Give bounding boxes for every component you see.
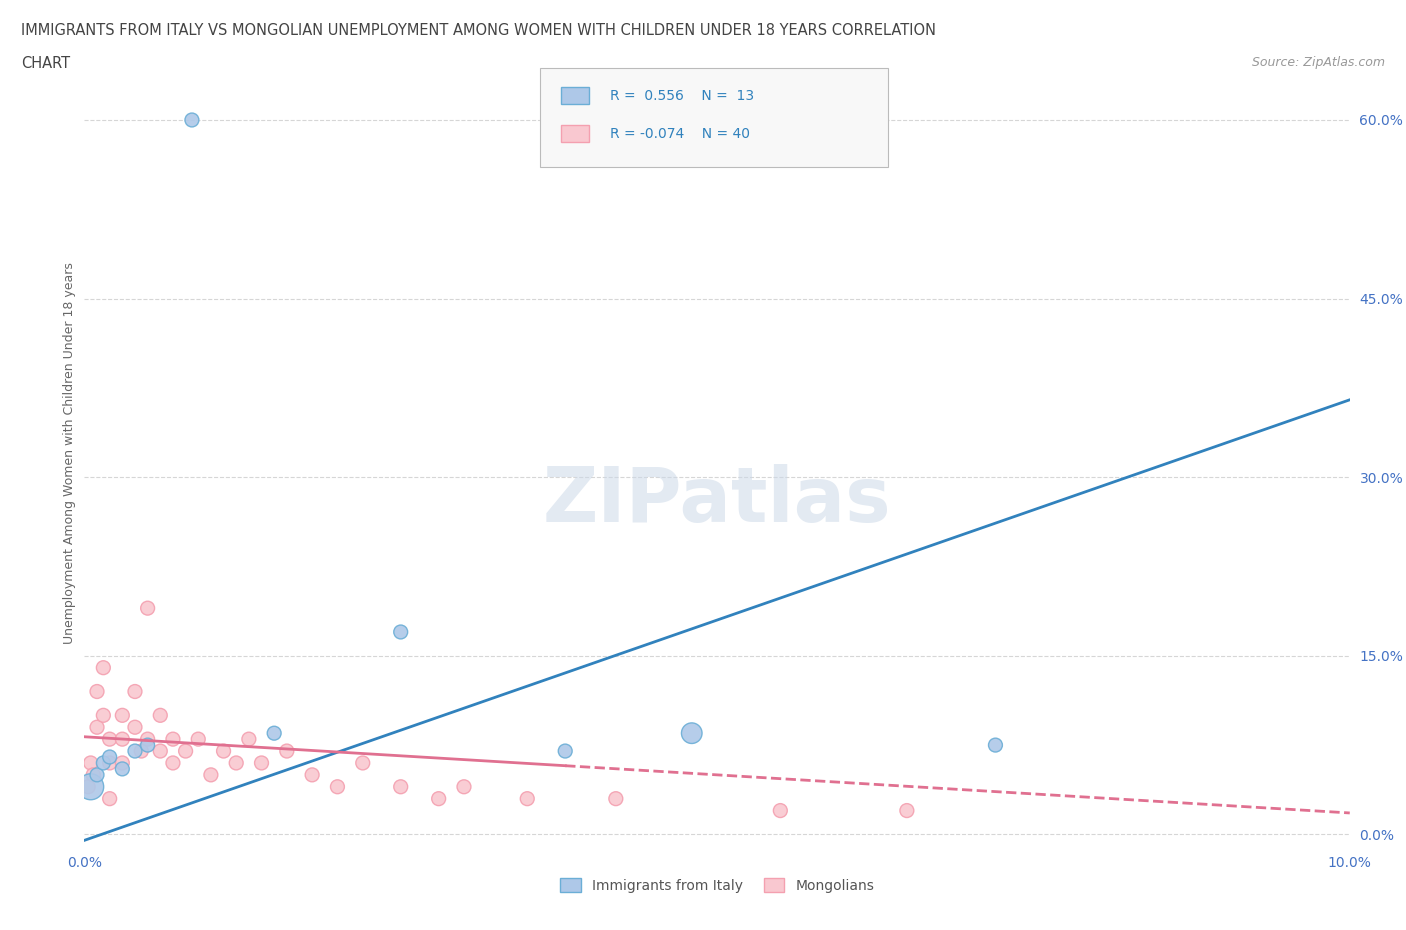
Point	[896, 804, 918, 818]
FancyBboxPatch shape	[540, 68, 889, 166]
Point	[187, 732, 209, 747]
Point	[453, 779, 475, 794]
Point	[212, 744, 235, 759]
Point	[180, 113, 204, 127]
Point	[111, 732, 134, 747]
Point	[86, 684, 108, 699]
Point	[111, 755, 134, 770]
FancyBboxPatch shape	[561, 87, 589, 104]
Point	[769, 804, 792, 818]
Point	[93, 708, 115, 723]
Point	[124, 720, 146, 735]
Point	[149, 708, 172, 723]
Point	[427, 791, 450, 806]
Point	[111, 762, 134, 777]
Point	[79, 779, 103, 794]
Point	[389, 779, 412, 794]
Point	[389, 625, 412, 640]
Point	[111, 708, 134, 723]
Point	[162, 755, 184, 770]
Point	[124, 684, 146, 699]
Y-axis label: Unemployment Among Women with Children Under 18 years: Unemployment Among Women with Children U…	[63, 262, 76, 644]
Point	[129, 744, 153, 759]
Point	[86, 720, 108, 735]
Text: IMMIGRANTS FROM ITALY VS MONGOLIAN UNEMPLOYMENT AMONG WOMEN WITH CHILDREN UNDER : IMMIGRANTS FROM ITALY VS MONGOLIAN UNEMP…	[21, 23, 936, 38]
Point	[98, 732, 121, 747]
Point	[554, 744, 576, 759]
Point	[250, 755, 273, 770]
Point	[200, 767, 222, 782]
Point	[605, 791, 627, 806]
Point	[174, 744, 197, 759]
Point	[301, 767, 323, 782]
Text: Source: ZipAtlas.com: Source: ZipAtlas.com	[1251, 56, 1385, 69]
Legend: Immigrants from Italy, Mongolians: Immigrants from Italy, Mongolians	[554, 872, 880, 898]
Point	[98, 791, 121, 806]
Point	[225, 755, 247, 770]
Text: CHART: CHART	[21, 56, 70, 71]
Point	[136, 601, 159, 616]
Text: R =  0.556    N =  13: R = 0.556 N = 13	[610, 88, 754, 103]
Point	[326, 779, 349, 794]
Text: R = -0.074    N = 40: R = -0.074 N = 40	[610, 126, 749, 140]
Point	[93, 660, 115, 675]
FancyBboxPatch shape	[561, 125, 589, 142]
Point	[124, 744, 146, 759]
Point	[77, 779, 100, 794]
Point	[82, 767, 104, 782]
Point	[79, 755, 103, 770]
Point	[162, 732, 184, 747]
Point	[149, 744, 172, 759]
Point	[352, 755, 374, 770]
Point	[681, 725, 703, 740]
Point	[98, 755, 121, 770]
Point	[263, 725, 285, 740]
Point	[516, 791, 538, 806]
Point	[86, 767, 108, 782]
Point	[93, 755, 115, 770]
Point	[238, 732, 260, 747]
Point	[136, 732, 159, 747]
Point	[136, 737, 159, 752]
Point	[98, 750, 121, 764]
Point	[984, 737, 1007, 752]
Text: ZIPatlas: ZIPatlas	[543, 463, 891, 538]
Point	[276, 744, 298, 759]
